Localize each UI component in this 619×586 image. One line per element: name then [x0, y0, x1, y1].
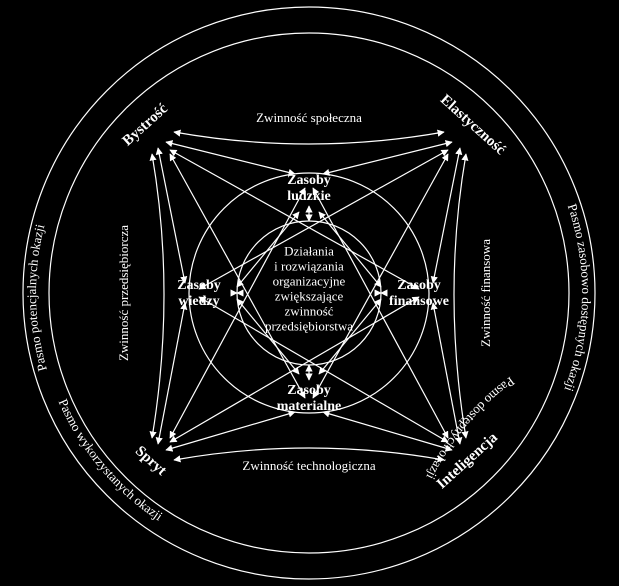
agility-label-bottom: Zwinność technologiczna: [242, 458, 375, 473]
resource-node-left: Zasobywiedzy: [177, 278, 221, 309]
agility-diagram: Działaniai rozwiązaniaorganizacyjnezwięk…: [0, 0, 619, 586]
agility-label-top: Zwinność społeczna: [256, 110, 362, 125]
agility-label-left: Zwinność przedsiębiorcza: [116, 225, 131, 361]
agility-label-right: Zwinność finansowa: [478, 239, 493, 347]
resource-node-top: Zasobyludzkie: [287, 173, 331, 204]
resource-node-right: Zasobyfinansowe: [389, 278, 449, 309]
